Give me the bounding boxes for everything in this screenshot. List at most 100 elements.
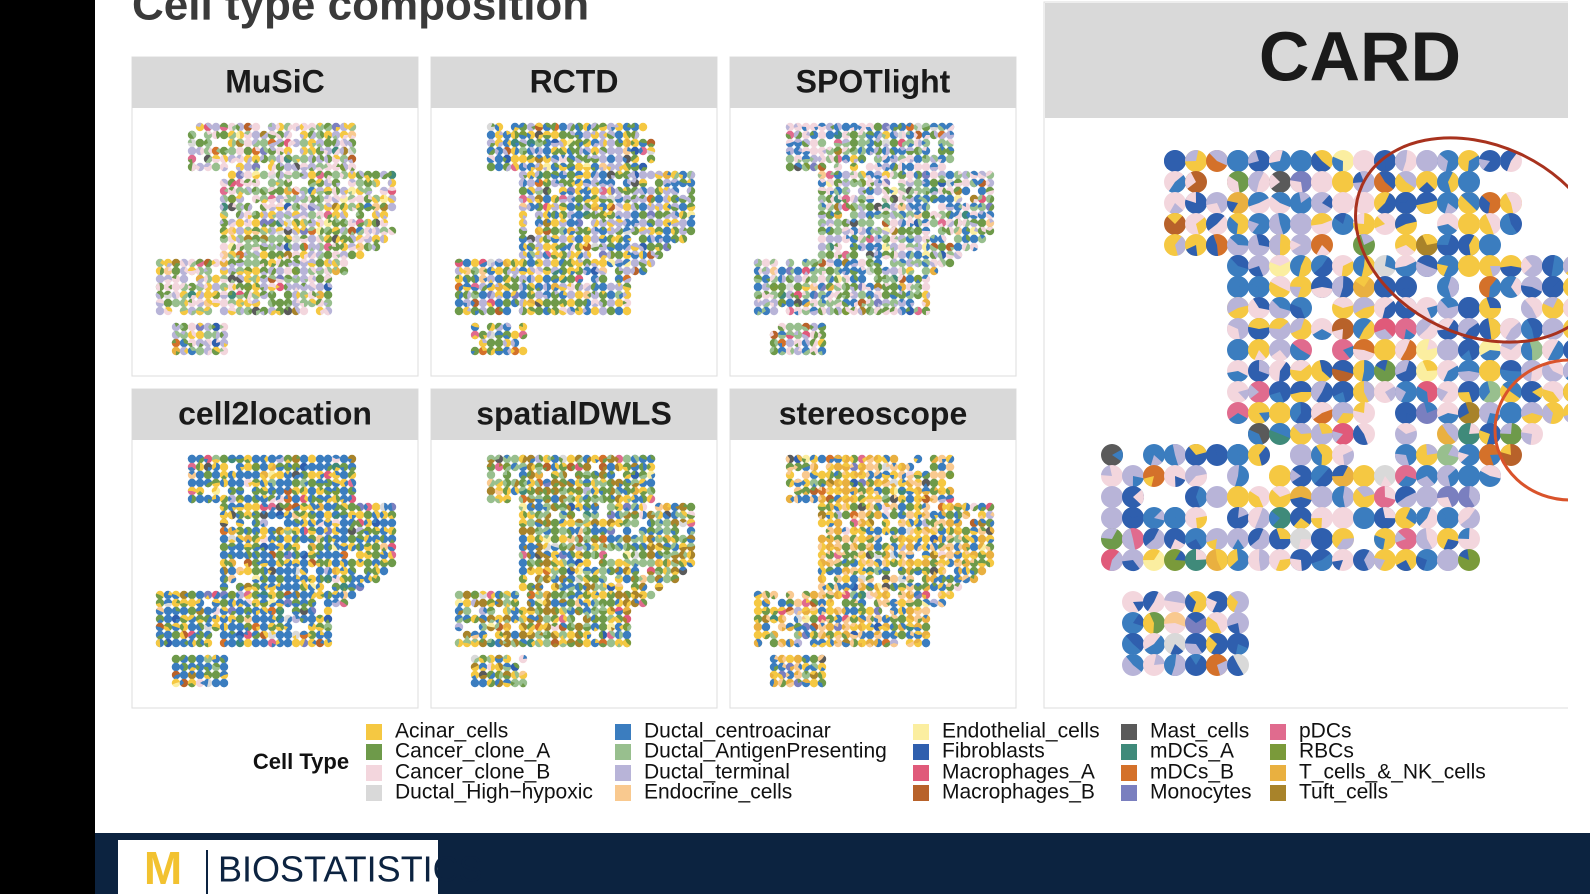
spot-wedge xyxy=(288,242,293,251)
spot-wedge xyxy=(921,196,929,204)
spot-wedge xyxy=(623,277,632,284)
spot-wedge xyxy=(583,198,592,204)
spot-wedge xyxy=(280,268,285,275)
spot-wedge xyxy=(827,131,835,140)
spot-wedge xyxy=(518,258,525,268)
spot-wedge xyxy=(833,162,840,169)
spot-wedge xyxy=(877,234,883,239)
spot-wedge xyxy=(841,226,850,232)
spot-wedge xyxy=(945,202,955,207)
spot-wedge xyxy=(300,258,308,263)
spot-wedge xyxy=(381,172,389,180)
spot-wedge xyxy=(275,212,284,220)
spot-wedge xyxy=(387,502,393,512)
spot-wedge xyxy=(296,298,301,304)
spot-wedge xyxy=(292,258,301,264)
spot-wedge xyxy=(550,308,556,316)
spot-wedge xyxy=(523,347,528,355)
spot-wedge xyxy=(251,300,261,308)
spot-wedge xyxy=(259,252,264,260)
spot-wedge xyxy=(309,454,315,459)
spot-wedge xyxy=(205,290,212,295)
spot-wedge xyxy=(299,162,309,168)
spot-wedge xyxy=(627,172,632,179)
spot-wedge xyxy=(907,143,914,148)
spot-wedge xyxy=(259,462,264,469)
spot-wedge xyxy=(488,323,496,332)
spot-wedge xyxy=(571,196,576,203)
spot-wedge xyxy=(813,331,819,340)
spot-wedge xyxy=(515,142,520,147)
spot-wedge xyxy=(542,167,547,172)
spot-wedge xyxy=(913,239,919,244)
spot-wedge xyxy=(969,218,979,224)
spot-wedge xyxy=(897,122,902,131)
spot-wedge xyxy=(934,267,939,274)
spot-wedge xyxy=(591,290,596,295)
spot-wedge xyxy=(357,186,365,193)
spot-wedge xyxy=(535,122,544,128)
spot-wedge xyxy=(811,143,819,148)
spot-wedge xyxy=(363,234,371,240)
spot-wedge xyxy=(838,254,843,260)
spot-wedge xyxy=(966,234,971,242)
spot-wedge xyxy=(308,483,317,488)
spot-wedge xyxy=(285,234,293,241)
spot-wedge xyxy=(865,127,873,132)
spot-wedge xyxy=(267,494,276,502)
spot-wedge xyxy=(852,178,858,183)
spot-wedge xyxy=(317,274,322,279)
spot-wedge xyxy=(187,269,197,276)
spot-wedge xyxy=(379,534,385,544)
spot-wedge xyxy=(511,274,518,279)
spot-wedge xyxy=(947,146,955,151)
spot-wedge xyxy=(248,276,253,281)
spot-wedge xyxy=(335,235,341,244)
spot-wedge xyxy=(925,310,931,316)
spot-wedge xyxy=(307,544,313,552)
spot-wedge xyxy=(551,147,560,156)
spot-wedge xyxy=(833,187,840,196)
spot-wedge xyxy=(230,279,236,284)
spot-wedge xyxy=(174,330,181,338)
spot-wedge xyxy=(614,130,621,136)
spot-wedge xyxy=(495,162,504,168)
spot-wedge xyxy=(522,215,527,220)
spot-wedge xyxy=(622,258,631,266)
spot-wedge xyxy=(907,167,914,172)
spot-wedge xyxy=(865,130,875,136)
spot-wedge xyxy=(328,291,333,298)
spot-wedge xyxy=(505,322,512,328)
spot-wedge xyxy=(328,218,333,223)
spot-wedge xyxy=(630,266,635,275)
spot-wedge xyxy=(850,162,858,167)
spot-wedge xyxy=(931,198,939,204)
spot-wedge xyxy=(232,507,237,511)
spot-wedge xyxy=(849,292,854,297)
spot-wedge xyxy=(349,234,357,243)
spot-wedge xyxy=(260,523,265,528)
spot-wedge xyxy=(546,282,552,292)
spot-wedge xyxy=(219,324,224,330)
spot-wedge xyxy=(834,301,843,308)
spot-wedge xyxy=(236,274,245,282)
spot-wedge xyxy=(308,181,317,188)
spot-wedge xyxy=(483,268,488,274)
spot-wedge xyxy=(938,122,947,131)
spot-wedge xyxy=(251,178,256,183)
spot-wedge xyxy=(248,124,253,129)
spot-wedge xyxy=(860,279,866,284)
spot-wedge xyxy=(245,539,251,544)
spot-wedge xyxy=(284,306,289,311)
spot-wedge xyxy=(867,215,873,220)
spot-wedge xyxy=(938,143,944,148)
spot-wedge xyxy=(607,130,616,138)
spot-wedge xyxy=(569,130,576,136)
spot-wedge xyxy=(207,467,213,472)
spot-wedge xyxy=(534,162,540,169)
spot-wedge xyxy=(881,234,889,241)
spot-wedge xyxy=(833,170,840,175)
spot-wedge xyxy=(670,239,676,244)
spot-wedge xyxy=(529,143,535,148)
spot-wedge xyxy=(945,190,953,196)
